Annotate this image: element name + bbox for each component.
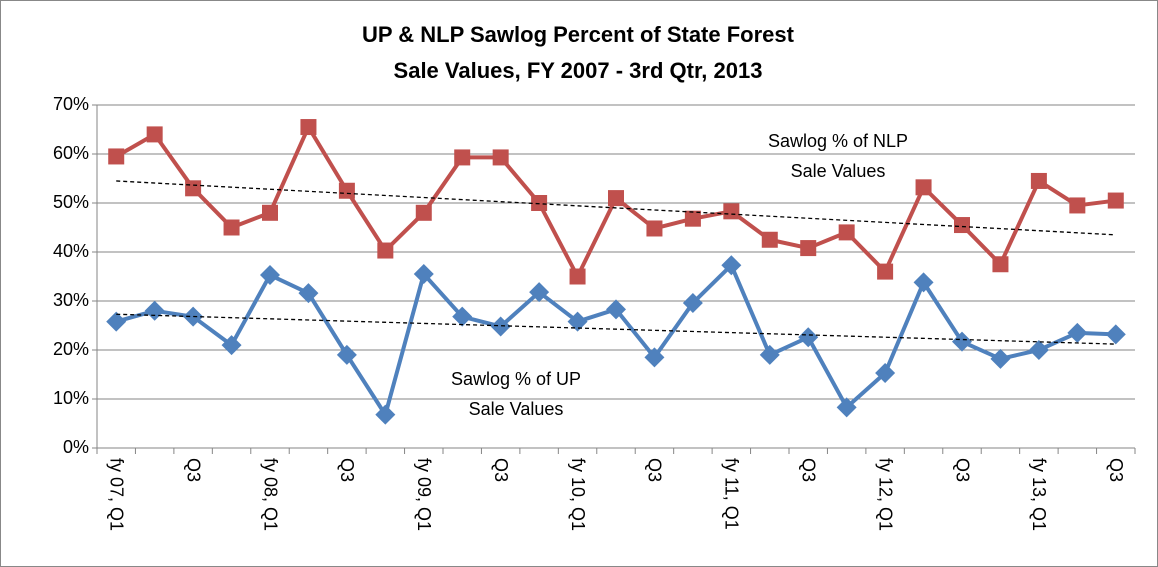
marker: [992, 256, 1009, 273]
marker: [260, 265, 280, 286]
marker: [875, 363, 896, 384]
trendline: [116, 180, 1116, 236]
marker: [569, 268, 586, 285]
marker: [721, 255, 742, 276]
marker: [684, 210, 701, 227]
marker: [606, 299, 626, 320]
marker: [1105, 324, 1126, 345]
marker: [106, 311, 127, 332]
y-tick-label: 0%: [63, 437, 89, 457]
marker: [223, 219, 240, 236]
y-tick-label: 60%: [53, 143, 89, 163]
marker: [836, 397, 857, 418]
marker: [375, 404, 396, 425]
marker: [336, 344, 357, 365]
marker: [644, 347, 665, 368]
y-tick-label: 50%: [53, 192, 89, 212]
marker: [490, 316, 511, 337]
x-tick-label: Q3: [491, 458, 511, 482]
marker: [761, 231, 778, 248]
marker: [954, 217, 970, 234]
x-tick-label: fy 08, Q1: [260, 458, 280, 531]
annotation: Sawlog % of NLP: [768, 131, 908, 151]
y-tick-label: 40%: [53, 241, 89, 261]
marker: [262, 204, 278, 221]
marker: [1069, 197, 1086, 214]
marker: [298, 283, 319, 304]
marker: [454, 149, 471, 166]
y-tick-label: 10%: [53, 388, 89, 408]
marker: [1067, 322, 1088, 343]
marker: [377, 242, 394, 259]
marker: [877, 263, 894, 280]
marker: [952, 331, 972, 352]
x-tick-label: Q3: [798, 458, 818, 482]
marker: [798, 327, 819, 348]
y-tick-label: 70%: [53, 94, 89, 114]
marker: [1028, 340, 1049, 360]
marker: [183, 306, 204, 327]
chart-title: UP & NLP Sawlog Percent of State Forest: [362, 22, 795, 47]
marker: [529, 282, 550, 303]
x-tick-label: Q3: [952, 458, 972, 482]
x-tick-label: fy 11, Q1: [722, 458, 742, 530]
marker: [146, 126, 163, 143]
marker: [531, 195, 548, 211]
marker: [300, 119, 317, 136]
marker: [108, 148, 125, 165]
marker: [415, 204, 432, 221]
marker: [915, 179, 932, 196]
marker: [682, 292, 703, 313]
marker: [608, 190, 624, 207]
marker: [413, 264, 434, 285]
annotation: Sale Values: [469, 399, 564, 419]
x-tick-label: fy 13, Q1: [1029, 458, 1049, 531]
marker: [185, 180, 202, 197]
marker: [800, 240, 817, 257]
x-tick-label: Q3: [183, 458, 203, 482]
marker: [759, 344, 780, 365]
x-tick-label: fy 09, Q1: [414, 458, 434, 531]
marker: [492, 149, 509, 166]
marker: [452, 306, 473, 327]
x-tick-label: Q3: [1106, 458, 1126, 482]
marker: [723, 203, 740, 220]
marker: [646, 220, 663, 237]
marker: [221, 335, 242, 356]
marker: [1107, 192, 1124, 209]
annotation: Sawlog % of UP: [451, 369, 581, 389]
marker: [338, 182, 355, 199]
marker: [838, 224, 855, 241]
y-tick-label: 20%: [53, 339, 89, 359]
x-tick-label: fy 12, Q1: [875, 458, 895, 531]
marker: [1030, 172, 1047, 189]
x-tick-label: fy 10, Q1: [568, 458, 588, 531]
marker: [913, 272, 934, 293]
x-tick-label: Q3: [645, 458, 665, 482]
marker: [990, 348, 1011, 369]
x-tick-label: fy 07, Q1: [106, 458, 126, 531]
chart-title: Sale Values, FY 2007 - 3rd Qtr, 2013: [394, 58, 763, 83]
x-tick-label: Q3: [337, 458, 357, 482]
trendline: [116, 313, 1116, 345]
annotation: Sale Values: [791, 161, 886, 181]
marker: [567, 311, 588, 332]
y-tick-label: 30%: [53, 290, 89, 310]
